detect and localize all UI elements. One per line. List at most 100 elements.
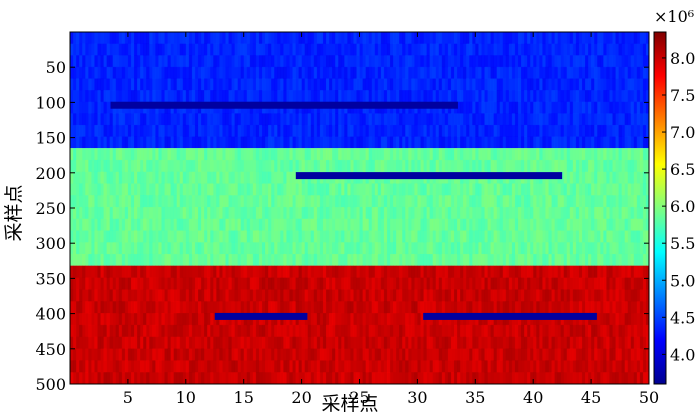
band-2-cell [73, 360, 77, 373]
band-0-cell [283, 124, 287, 137]
band-0-cell [97, 101, 101, 114]
band-2-cell [73, 324, 77, 338]
band-0-cell [624, 55, 629, 68]
band-0-cell [94, 43, 98, 56]
band-1-cell [194, 171, 199, 184]
band-2-cell [76, 360, 80, 373]
band-1-cell [310, 195, 315, 208]
band-0-cell [133, 55, 138, 68]
band-0-cell [271, 55, 275, 68]
band-2-cell [298, 336, 302, 349]
band-2-cell [188, 277, 193, 290]
band-1-cell [316, 230, 321, 243]
band-1-cell [396, 230, 400, 243]
band-1-cell [143, 183, 147, 196]
band-0-cell [386, 55, 391, 68]
band-2-cell [146, 348, 150, 361]
band-1-cell [146, 159, 150, 173]
band-2-cell [353, 301, 357, 314]
band-0-cell [505, 78, 510, 91]
band-2-cell [383, 372, 388, 385]
band-2-cell [121, 348, 126, 361]
band-1-cell [417, 206, 421, 220]
band-1-cell [356, 159, 360, 173]
band-0-cell [310, 136, 315, 149]
band-0-cell [597, 66, 601, 79]
band-0-cell [600, 66, 604, 79]
band-0-cell [85, 90, 89, 103]
band-2-cell [91, 277, 95, 290]
band-2-cell [271, 348, 275, 361]
band-1-cell [557, 148, 562, 161]
band-0-cell [450, 66, 455, 79]
band-1-cell [152, 195, 156, 208]
band-0-cell [472, 78, 476, 91]
band-1-cell [85, 253, 89, 267]
band-2-cell [133, 277, 138, 290]
band-0-cell [249, 124, 254, 137]
band-2-cell [298, 289, 302, 302]
band-1-cell [88, 206, 92, 220]
band-2-cell [261, 265, 266, 278]
band-0-cell [301, 136, 306, 149]
band-0-cell [286, 32, 290, 45]
band-0-cell [521, 43, 525, 56]
band-0-cell [542, 78, 546, 91]
band-1-cell [569, 195, 574, 208]
band-2-cell [325, 336, 330, 349]
band-1-cell [130, 230, 135, 243]
band-2-cell [271, 277, 275, 290]
band-2-cell [94, 301, 98, 314]
band-2-cell [265, 372, 269, 385]
band-1-cell [307, 253, 312, 267]
band-1-cell [265, 218, 269, 231]
band-0-cell [438, 55, 443, 68]
band-2-cell [283, 289, 287, 302]
band-0-cell [149, 136, 153, 149]
band-0-cell [460, 78, 464, 91]
band-1-cell [472, 206, 476, 220]
band-0-cell [146, 124, 150, 137]
band-1-cell [615, 195, 619, 208]
band-1-cell [188, 242, 193, 255]
band-0-cell [429, 55, 434, 68]
band-2-cell [429, 360, 434, 373]
band-2-cell [188, 301, 193, 314]
band-0-cell [350, 78, 354, 91]
band-1-cell [441, 206, 446, 220]
band-1-cell [304, 183, 309, 196]
band-1-cell [444, 183, 449, 196]
band-1-cell [100, 218, 104, 231]
band-1-cell [612, 148, 616, 161]
band-0-cell [249, 66, 254, 79]
band-1-cell [194, 148, 199, 161]
band-1-cell [115, 171, 120, 184]
band-1-cell [319, 195, 324, 208]
band-1-cell [578, 230, 583, 243]
band-1-cell [566, 242, 571, 255]
band-0-cell [307, 66, 312, 79]
band-2-cell [417, 313, 421, 326]
band-0-cell [575, 66, 580, 79]
band-2-cell [307, 265, 312, 278]
band-2-cell [408, 324, 412, 338]
band-2-cell [246, 336, 251, 349]
band-1-cell [405, 230, 409, 243]
band-2-cell [429, 301, 434, 314]
band-0-cell [97, 43, 101, 56]
band-1-cell [432, 183, 437, 196]
band-1-cell [527, 159, 531, 173]
band-1-cell [265, 159, 269, 173]
band-2-cell [194, 336, 199, 349]
band-2-cell [335, 372, 339, 385]
band-2-cell [246, 324, 251, 338]
band-2-cell [341, 289, 345, 302]
band-1-cell [271, 171, 275, 184]
band-1-cell [228, 183, 232, 196]
band-2-cell [429, 289, 434, 302]
band-1-cell [606, 159, 610, 173]
band-2-cell [344, 336, 348, 349]
band-2-cell [155, 360, 159, 373]
band-1-cell [133, 253, 138, 267]
band-1-cell [408, 242, 412, 255]
